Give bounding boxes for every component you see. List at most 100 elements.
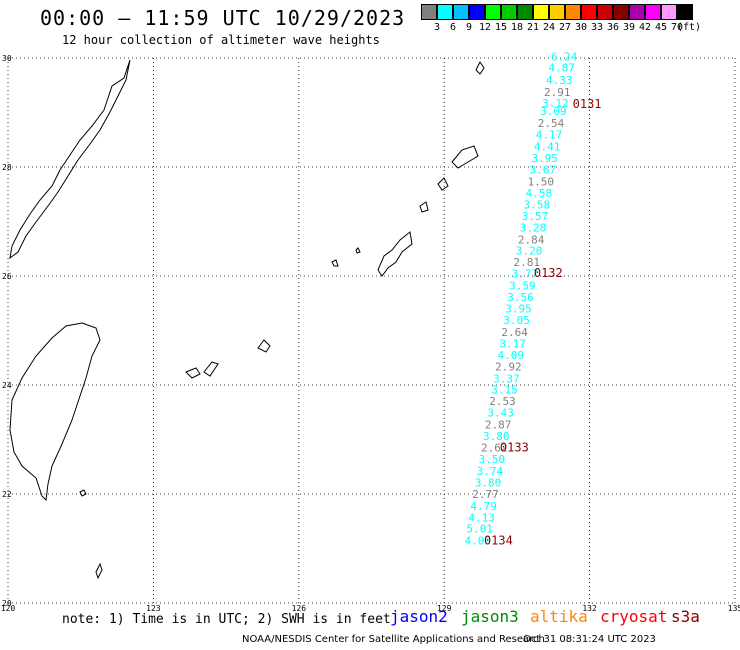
china-coastline bbox=[9, 59, 131, 260]
swh-value-label: 2.91 bbox=[544, 86, 571, 99]
legend-swatch bbox=[437, 4, 453, 20]
swh-value-label: 2.54 bbox=[538, 117, 565, 130]
legend-swatch bbox=[645, 4, 661, 20]
swh-value-label: 5.01 bbox=[466, 523, 493, 536]
swh-value-label: 4.79 bbox=[470, 500, 497, 513]
swh-value-label: 3.43 bbox=[487, 407, 514, 420]
swh-value-label: 4.58 bbox=[526, 187, 553, 200]
lat-lon-grid bbox=[7, 57, 736, 604]
swh-value-label: 3.80 bbox=[475, 476, 502, 489]
generation-timestamp: Oct 31 08:31:24 UTC 2023 bbox=[523, 634, 656, 645]
yakushima-coastline bbox=[437, 177, 449, 191]
legend-swatch bbox=[421, 4, 437, 20]
legend-label: 18 bbox=[510, 22, 524, 33]
legend-swatch bbox=[469, 4, 485, 20]
swh-value-label: 3.77 bbox=[512, 268, 539, 281]
islet-c-coastline bbox=[355, 247, 361, 254]
lat-tick-label: 26 bbox=[2, 272, 12, 281]
swh-value-label: 2.81 bbox=[514, 256, 541, 269]
swh-value-label: 3.56 bbox=[507, 291, 534, 304]
legend-swatch bbox=[517, 4, 533, 20]
map-subtitle: 12 hour collection of altimeter wave hei… bbox=[62, 33, 380, 47]
swh-value-label: 2.64 bbox=[501, 326, 528, 339]
swh-value-label: 1.50 bbox=[528, 176, 555, 189]
legend-swatch bbox=[453, 4, 469, 20]
swh-value-label: 3.05 bbox=[503, 314, 530, 327]
legend-swatch bbox=[533, 4, 549, 20]
satellite-name: jason3 bbox=[461, 607, 519, 626]
swh-value-label: 3.95 bbox=[505, 303, 532, 316]
legend-label: 12 bbox=[478, 22, 492, 33]
legend-swatches bbox=[421, 4, 693, 20]
swh-value-label: 3.09 bbox=[540, 105, 567, 118]
amami-coastline bbox=[451, 145, 479, 169]
swh-observations: 6.244.874.332.913.123.092.544.174.413.95… bbox=[465, 51, 578, 548]
axis-labels: 120 123 126 129 132 135 30 28 26 24 22 20 bbox=[1, 54, 740, 613]
swh-value-label: 3.28 bbox=[520, 221, 547, 234]
okinawa-coastline bbox=[377, 231, 413, 277]
islet-a-coastline bbox=[79, 489, 87, 497]
pass-time-label: 0133 bbox=[500, 440, 529, 454]
footnote: note: 1) Time is in UTC; 2) SWH is in fe… bbox=[62, 612, 391, 627]
miyako-coastline bbox=[185, 367, 201, 379]
lon-tick-label: 120 bbox=[1, 604, 16, 613]
swh-value-label: 4.13 bbox=[468, 511, 495, 524]
swh-value-label: 3.17 bbox=[499, 337, 526, 350]
swh-value-label: 6.24 bbox=[551, 51, 578, 64]
swh-value-label: 2.87 bbox=[485, 419, 512, 432]
legend-label: 30 bbox=[574, 22, 588, 33]
pass-time-label: 0131 bbox=[573, 97, 602, 111]
lon-tick-label: 123 bbox=[146, 604, 161, 613]
swh-value-label: 4.41 bbox=[534, 141, 561, 154]
lon-tick-label: 126 bbox=[292, 604, 307, 613]
legend-label: 27 bbox=[558, 22, 572, 33]
swh-value-label: 4.87 bbox=[548, 62, 575, 75]
batanes-coastline bbox=[95, 562, 103, 580]
swh-value-label: 3.12 bbox=[542, 97, 569, 110]
legend-label: 45 bbox=[654, 22, 668, 33]
legend-swatch bbox=[629, 4, 645, 20]
swh-value-label: 3.58 bbox=[524, 198, 551, 211]
legend-label: 36 bbox=[606, 22, 620, 33]
swh-value-label: 3.74 bbox=[477, 465, 504, 478]
pass-time-labels: 0131 0132 0133 0134 bbox=[484, 97, 602, 548]
legend-label: 21 bbox=[526, 22, 540, 33]
swh-value-label: 2.62 bbox=[481, 441, 508, 454]
legend-label: 42 bbox=[638, 22, 652, 33]
satellite-name: cryosat bbox=[600, 607, 668, 626]
legend-label: 6 bbox=[449, 22, 457, 33]
ishigaki-coastline bbox=[203, 361, 219, 377]
legend-swatch bbox=[597, 4, 613, 20]
legend-swatch bbox=[485, 4, 501, 20]
pass-time-label: 0132 bbox=[534, 266, 563, 280]
lat-tick-label: 22 bbox=[2, 490, 12, 499]
kyushu-coastline bbox=[475, 61, 485, 75]
satellite-name: jason2 bbox=[390, 607, 448, 626]
lat-tick-label: 30 bbox=[2, 54, 12, 63]
legend-label: (ft) bbox=[676, 22, 702, 33]
legend-swatch bbox=[549, 4, 565, 20]
legend-label: 9 bbox=[465, 22, 473, 33]
legend-swatch bbox=[677, 4, 693, 20]
lat-tick-label: 20 bbox=[2, 599, 12, 608]
swh-value-label: 4.17 bbox=[536, 129, 563, 142]
islet-b-coastline bbox=[331, 259, 339, 267]
swh-value-label: 2.77 bbox=[472, 488, 499, 501]
legend-swatch bbox=[613, 4, 629, 20]
map-title: 00:00 – 11:59 UTC 10/29/2023 bbox=[40, 6, 406, 30]
swh-value-label: 3.50 bbox=[479, 453, 506, 466]
swh-value-label: 3.20 bbox=[516, 245, 543, 258]
color-legend: 3 6 9 12 15 18 21 24 27 30 33 36 39 42 45 70 (ft) bbox=[421, 4, 701, 34]
lon-tick-label: 135 bbox=[728, 604, 740, 613]
swh-value-label: 2.53 bbox=[489, 395, 516, 408]
credit-line: NOAA/NESDIS Center for Satellite Applica… bbox=[242, 634, 545, 645]
satellite-name: altika bbox=[530, 607, 588, 626]
daito-coastline bbox=[257, 339, 271, 353]
swh-value-label: 2.84 bbox=[518, 233, 545, 246]
swh-value-label: 3.95 bbox=[531, 152, 558, 165]
legend-swatch bbox=[565, 4, 581, 20]
legend-swatch bbox=[661, 4, 677, 20]
swh-value-label: 3.15 bbox=[491, 384, 517, 397]
lon-tick-label: 129 bbox=[437, 604, 452, 613]
swh-value-label: 4.09 bbox=[498, 349, 524, 362]
